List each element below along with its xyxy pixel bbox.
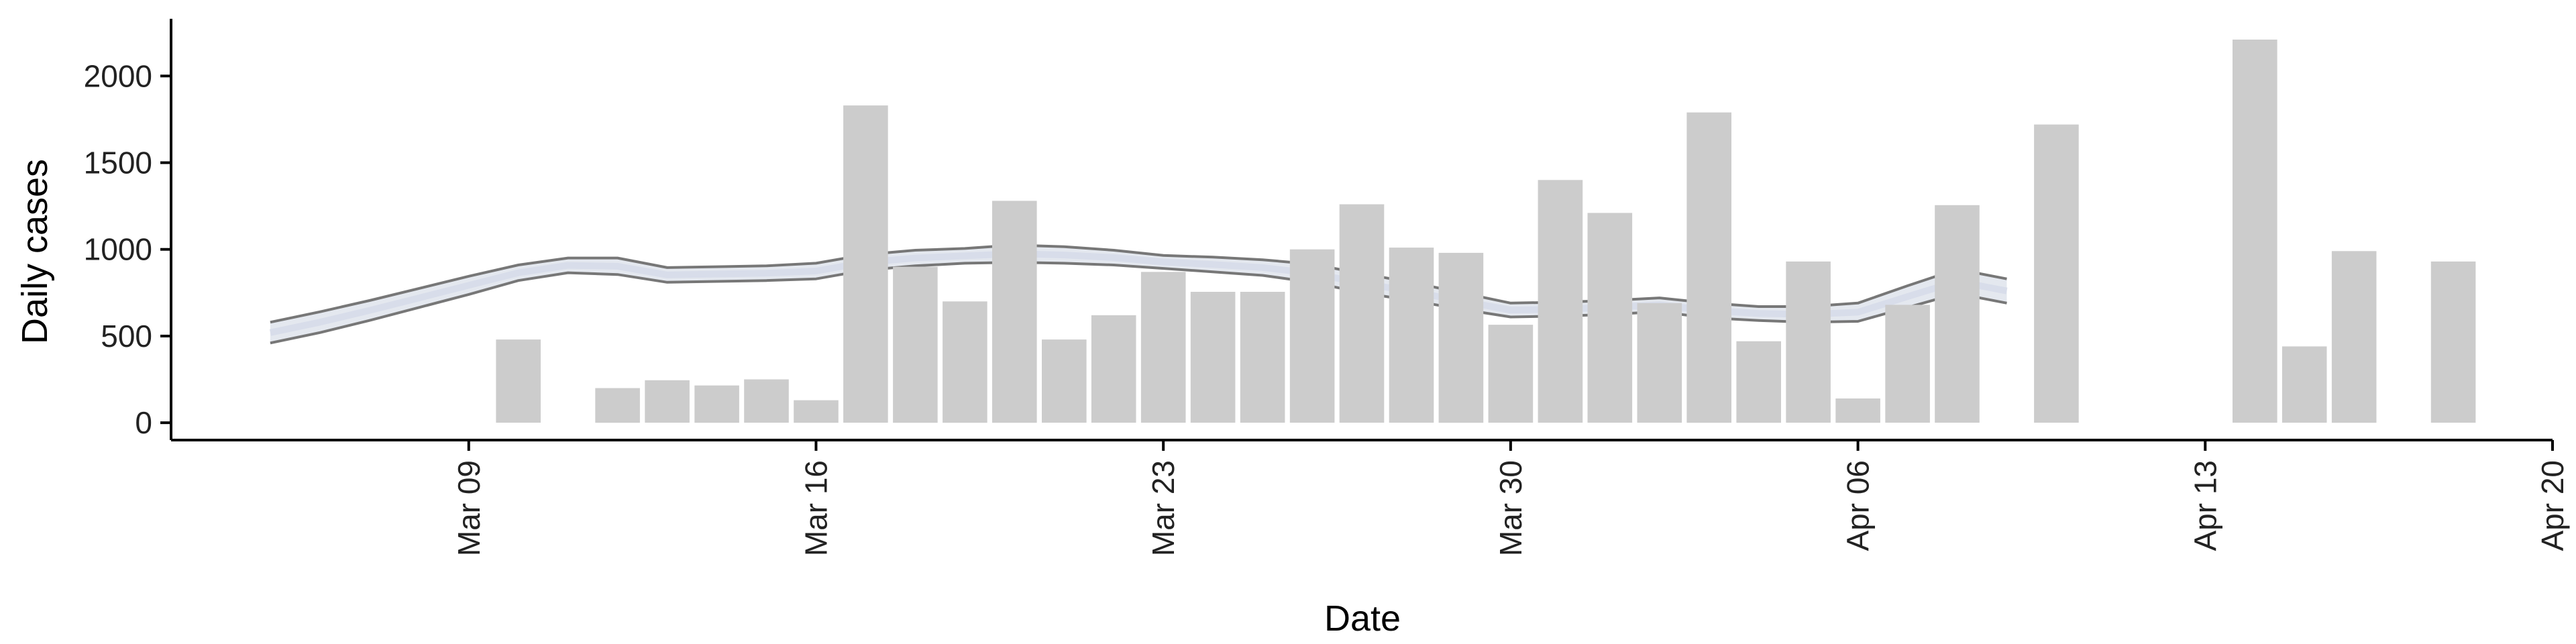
bar [1140, 272, 1186, 423]
bar [1190, 292, 1236, 423]
x-tick-label: Apr 13 [2188, 460, 2222, 551]
x-tick-label: Mar 16 [799, 460, 834, 556]
bar [1438, 252, 1484, 423]
bar [744, 379, 789, 423]
x-tick-label: Mar 09 [451, 460, 486, 556]
bar [1885, 305, 1930, 423]
y-tick-label: 0 [135, 405, 152, 440]
x-tick-label: Apr 20 [2535, 460, 2570, 551]
bar [1240, 292, 1285, 423]
bar [794, 400, 839, 423]
bar [694, 385, 739, 423]
bar [1637, 303, 1682, 423]
x-axis-ticks: Mar 09 Mar 16 Mar 23 Mar 30 Apr 06 Apr 13 Apr … [451, 440, 2570, 556]
y-tick-label: 2000 [84, 58, 152, 93]
bar [943, 301, 987, 423]
bar [1935, 205, 1980, 423]
x-tick-label: Apr 06 [1841, 460, 1876, 551]
bar [893, 266, 938, 423]
y-axis-ticks: 0 500 1000 1500 2000 [84, 58, 171, 440]
bar [2282, 346, 2327, 423]
y-tick-label: 1500 [84, 146, 152, 180]
bar [1091, 315, 1136, 423]
x-tick-label: Mar 23 [1146, 460, 1181, 556]
bar [1835, 398, 1880, 423]
bar [2034, 124, 2079, 423]
bar [1389, 248, 1434, 423]
bar [496, 339, 541, 423]
bar [843, 105, 888, 423]
bar [2430, 261, 2476, 423]
bar [1289, 249, 1335, 423]
bar [645, 380, 690, 423]
bar [992, 201, 1037, 423]
estimate-band [269, 244, 2008, 345]
bar [595, 388, 640, 423]
bar [1488, 325, 1534, 423]
bar [1686, 112, 1731, 423]
bar [2233, 40, 2277, 423]
bars-series [496, 40, 2476, 423]
x-tick-label: Mar 30 [1493, 460, 1528, 556]
bar [1736, 341, 1781, 423]
bar [1587, 213, 1633, 423]
bar [2331, 251, 2377, 423]
bar [1339, 204, 1385, 423]
bar [1786, 261, 1831, 423]
band-area [270, 245, 2007, 343]
y-tick-label: 1000 [84, 232, 152, 267]
bar [1042, 339, 1087, 423]
y-tick-label: 500 [101, 319, 152, 354]
y-axis-title: Daily cases [15, 159, 55, 344]
bar [1538, 180, 1583, 423]
x-axis-title: Date [1324, 598, 1401, 639]
axes: Mar 09 Mar 16 Mar 23 Mar 30 Apr 06 Apr 13 Apr … [84, 19, 2570, 556]
